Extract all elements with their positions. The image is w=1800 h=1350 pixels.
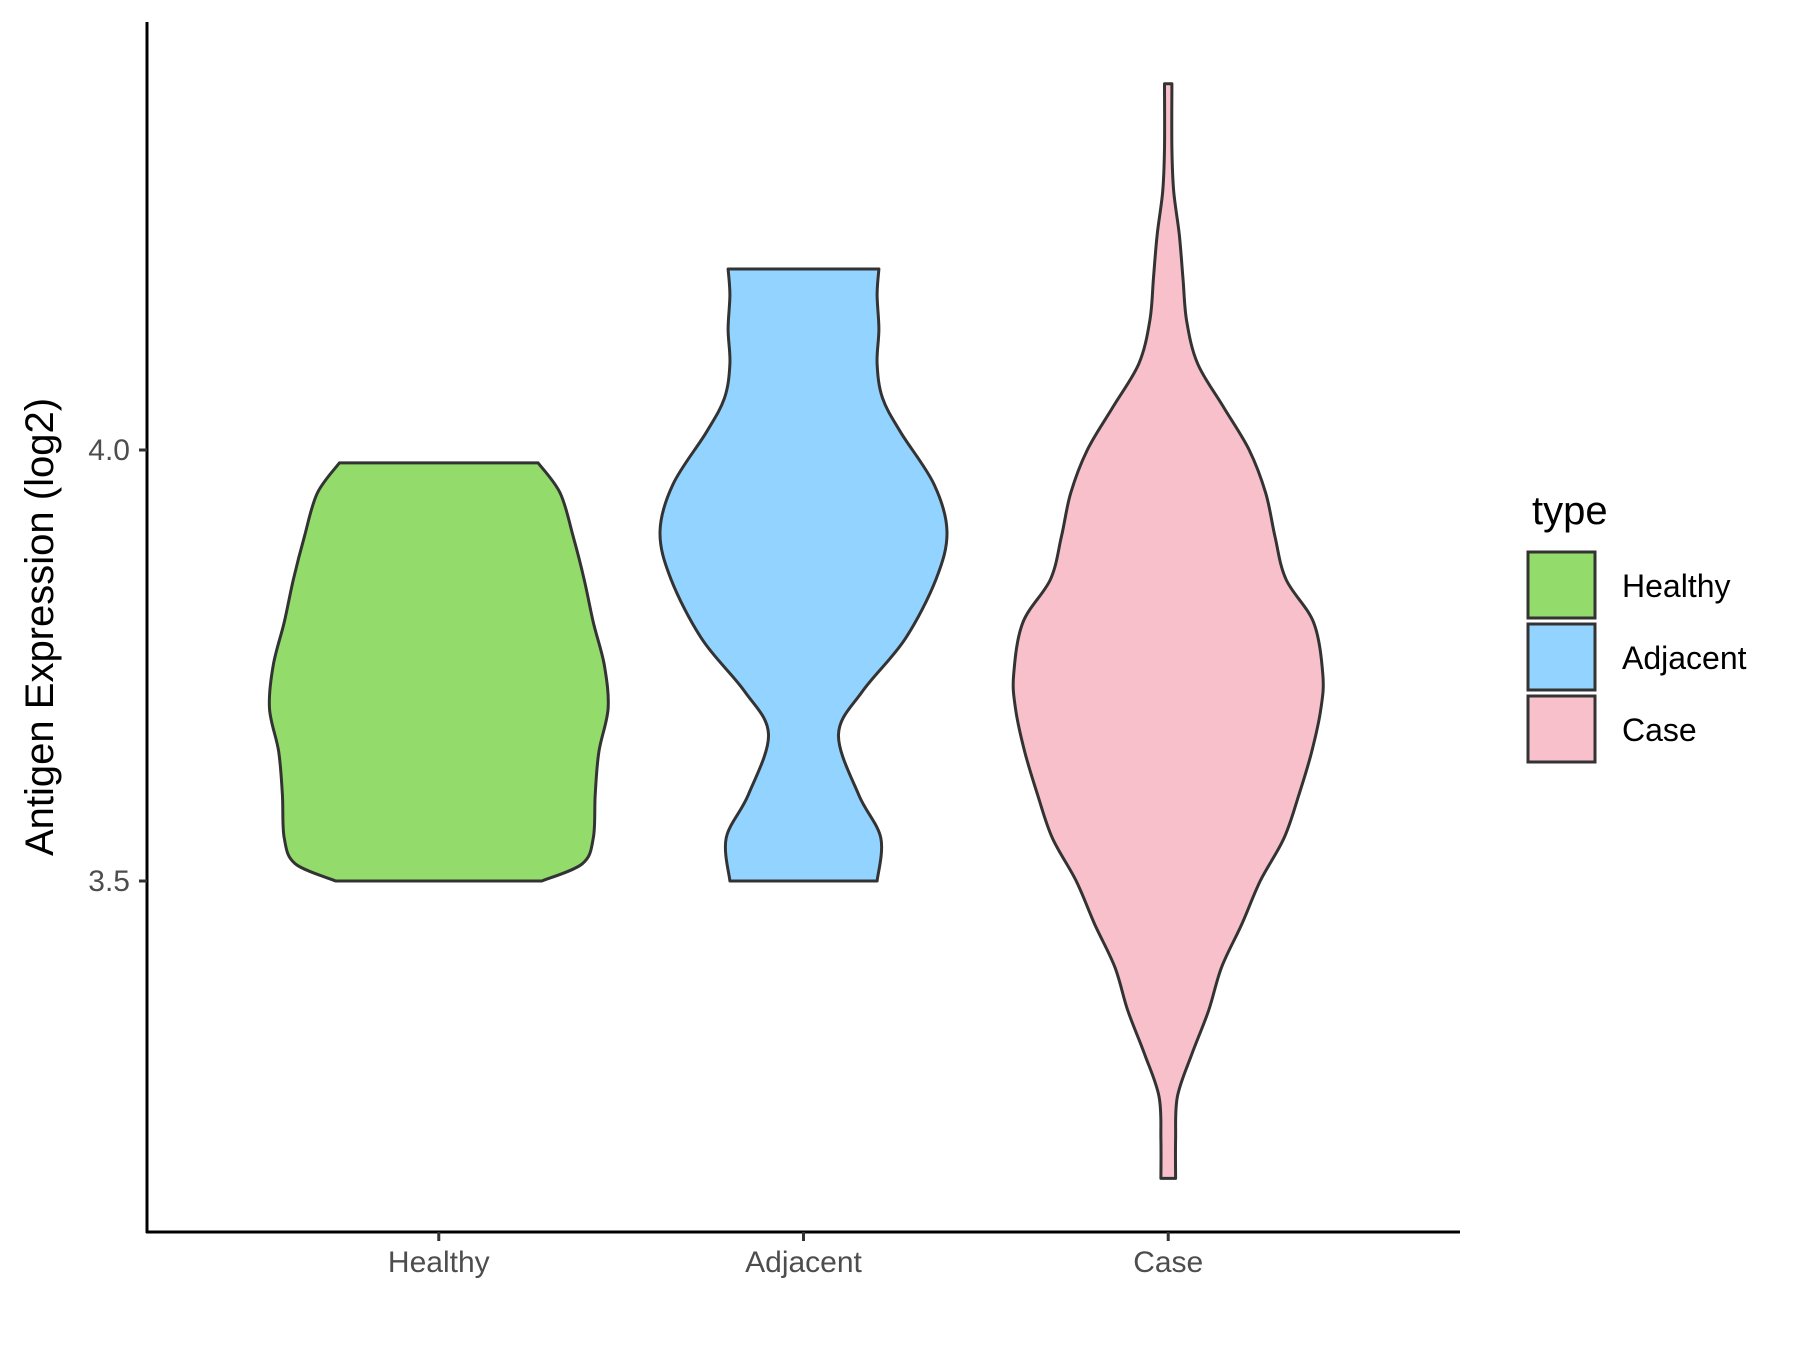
legend-label: Case (1622, 712, 1697, 748)
violin-layer (267, 82, 1325, 1180)
y-tick-label: 3.5 (88, 865, 130, 898)
legend-key-adjacent (1526, 622, 1597, 692)
violin-adjacent (658, 267, 949, 883)
y-axis-title: Antigen Expression (log2) (18, 398, 62, 856)
x-tick-label: Healthy (388, 1246, 490, 1279)
legend-label: Adjacent (1622, 640, 1747, 676)
y-tick-label: 4.0 (88, 434, 130, 467)
violin-healthy (267, 461, 610, 883)
legend-title: type (1532, 489, 1608, 533)
legend-label: Healthy (1622, 568, 1731, 604)
legend-key-healthy (1526, 550, 1597, 620)
x-ticks: Healthy Adjacent Case (388, 1232, 1203, 1279)
y-ticks: 3.5 4.0 (88, 434, 147, 898)
legend-key-case (1526, 694, 1597, 764)
legend: type Healthy Adjacent Case (1526, 489, 1747, 764)
x-tick-label: Case (1133, 1246, 1203, 1279)
violin-case (1011, 82, 1325, 1180)
legend-items: Healthy Adjacent Case (1526, 550, 1747, 764)
x-tick-label: Adjacent (745, 1246, 862, 1279)
